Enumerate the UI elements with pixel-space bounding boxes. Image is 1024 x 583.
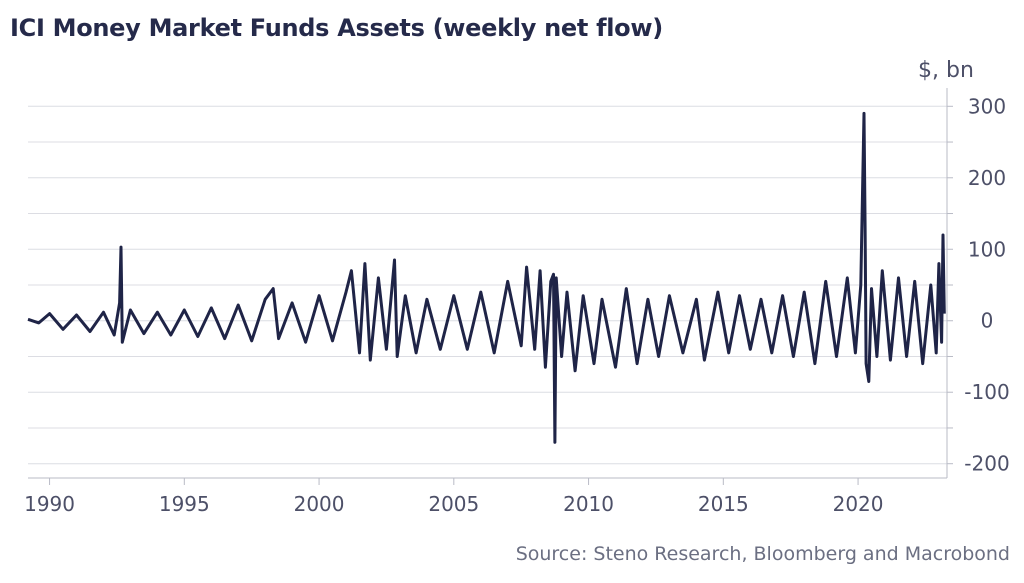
series-layer <box>27 111 946 444</box>
x-tick-label: 2000 <box>294 492 345 516</box>
axes <box>28 88 953 485</box>
x-tick-label: 1990 <box>24 492 75 516</box>
chart-title: ICI Money Market Funds Assets (weekly ne… <box>10 14 663 42</box>
y-tick-label: 0 <box>981 309 994 333</box>
x-tick-label: 2020 <box>833 492 884 516</box>
y-tick-label: 300 <box>968 94 1006 118</box>
x-tick-labels: 1990 1995 2000 2005 2010 2015 2020 <box>24 492 883 516</box>
y-tick-label: 200 <box>968 166 1006 190</box>
y-tick-label: -100 <box>964 380 1009 404</box>
x-tick-label: 2010 <box>563 492 614 516</box>
y-axis-unit-label: $, bn <box>918 58 974 83</box>
source-note: Source: Steno Research, Bloomberg and Ma… <box>515 543 1010 565</box>
x-tick-label: 2005 <box>428 492 479 516</box>
y-tick-label: 100 <box>968 237 1006 261</box>
series-line <box>27 111 946 444</box>
x-tick-label: 2015 <box>698 492 749 516</box>
y-tick-labels: 300 200 100 0 -100 -200 <box>964 94 1009 475</box>
y-tick-label: -200 <box>964 452 1009 476</box>
gridlines <box>28 105 947 465</box>
x-tick-label: 1995 <box>159 492 210 516</box>
